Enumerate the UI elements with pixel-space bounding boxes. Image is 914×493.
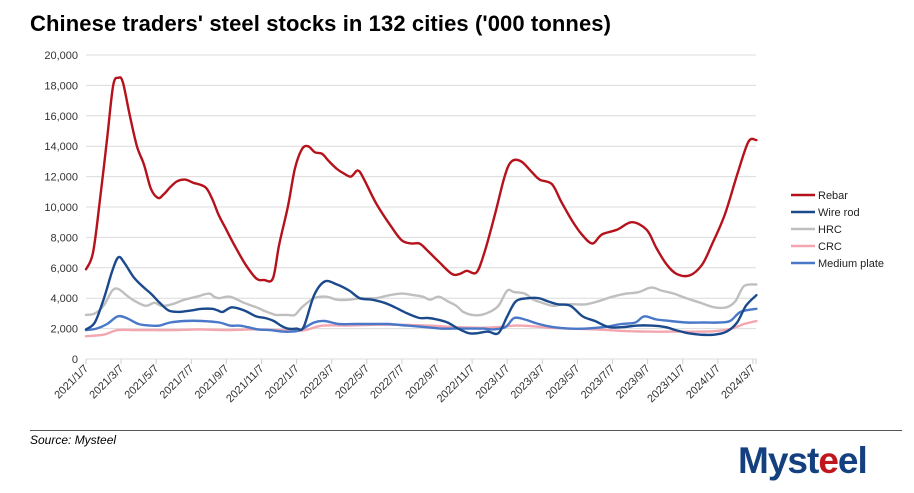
legend-label-wire-rod: Wire rod xyxy=(818,207,860,219)
legend-label-hrc: HRC xyxy=(818,224,842,236)
x-tick-label: 2023/7/7 xyxy=(579,363,618,402)
legend: Rebar Wire rod HRC CRC Medium plate xyxy=(791,190,884,270)
logo-text-main: Myst xyxy=(738,440,819,481)
x-tick-label: 2023/5/7 xyxy=(544,363,583,402)
legend-label-crc: CRC xyxy=(818,241,842,253)
mysteel-logo: Mysteel xyxy=(738,440,868,482)
y-tick-label: 20,000 xyxy=(44,50,78,62)
x-tick-label: 2023/3/7 xyxy=(509,363,548,402)
x-axis: 2021/1/72021/3/72021/5/72021/7/72021/9/7… xyxy=(52,359,758,405)
series-line-crc xyxy=(84,319,758,338)
y-tick-label: 18,000 xyxy=(44,80,78,92)
x-tick-label: 2024/1/7 xyxy=(684,363,723,402)
y-tick-label: 16,000 xyxy=(44,111,78,123)
logo-text-end: el xyxy=(837,440,868,481)
y-tick-label: 8,000 xyxy=(50,232,78,244)
x-tick-label: 2023/1/7 xyxy=(474,363,513,402)
footer-divider xyxy=(30,430,902,431)
y-tick-label: 0 xyxy=(72,354,78,366)
x-tick-label: 2022/1/7 xyxy=(263,363,302,402)
x-tick-label: 2021/3/7 xyxy=(87,363,126,402)
y-axis-ticks: 0 2,000 4,000 6,000 8,000 10,000 12,000 14,000 1… xyxy=(44,50,78,366)
x-tick-label: 2021/11/7 xyxy=(224,363,267,406)
x-tick-label: 2022/11/7 xyxy=(435,363,478,406)
legend-label-medium-plate: Medium plate xyxy=(818,258,884,270)
series-line-rebar xyxy=(84,76,758,283)
y-tick-label: 2,000 xyxy=(50,324,78,336)
y-tick-label: 4,000 xyxy=(50,293,78,305)
x-tick-label: 2023/11/7 xyxy=(645,363,688,406)
x-tick-label: 2022/5/7 xyxy=(333,363,372,402)
y-tick-label: 10,000 xyxy=(44,202,78,214)
y-tick-label: 12,000 xyxy=(44,172,78,184)
series-line-wire-rod xyxy=(84,255,758,337)
series-line-medium-plate xyxy=(84,307,758,334)
x-tick-label: 2021/7/7 xyxy=(158,363,197,402)
chart-area: 0 2,000 4,000 6,000 8,000 10,000 12,000 14,000 1… xyxy=(44,50,884,405)
series-line-hrc xyxy=(84,283,758,317)
x-tick-label: 2021/5/7 xyxy=(123,363,162,402)
x-tick-label: 2021/1/7 xyxy=(52,363,91,402)
y-tick-label: 14,000 xyxy=(44,141,78,153)
logo-text-accent: e xyxy=(818,440,839,481)
y-tick-label: 6,000 xyxy=(50,263,78,275)
x-tick-label: 2022/7/7 xyxy=(368,363,407,402)
source-note: Source: Mysteel xyxy=(30,433,117,447)
chart-title: Chinese traders' steel stocks in 132 cit… xyxy=(30,11,612,36)
gridlines xyxy=(86,54,756,360)
series-lines xyxy=(84,76,758,338)
x-tick-label: 2022/3/7 xyxy=(298,363,337,402)
legend-label-rebar: Rebar xyxy=(818,190,848,202)
x-tick-label: 2024/3/7 xyxy=(719,363,758,402)
